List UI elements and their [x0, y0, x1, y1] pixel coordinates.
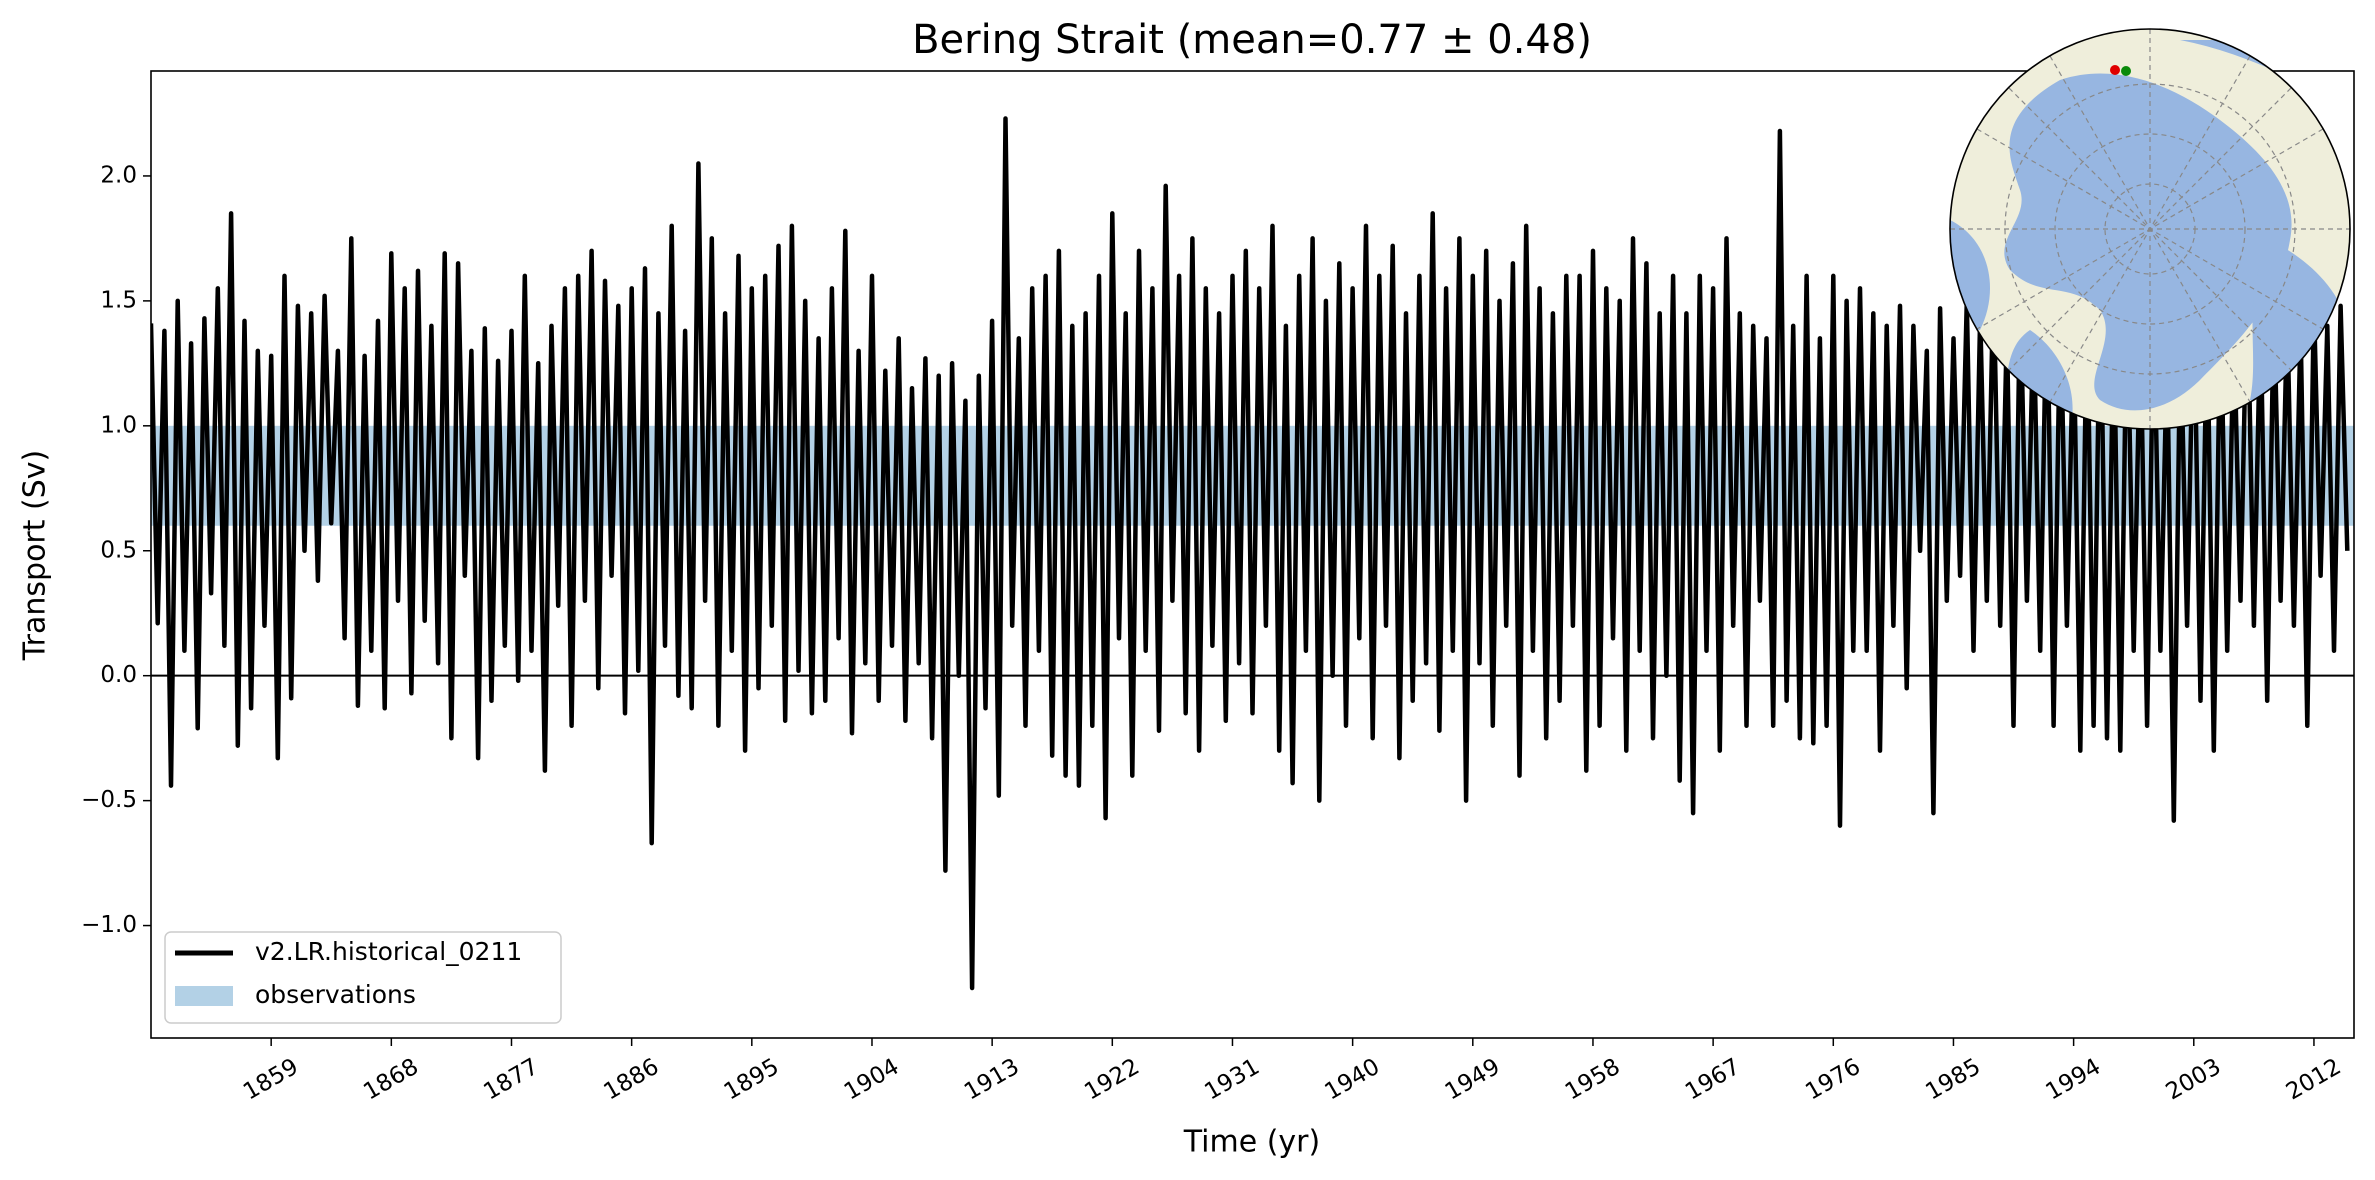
legend-patch — [175, 986, 233, 1006]
y-tick-label: 2.0 — [100, 162, 137, 188]
x-axis-label: Time (yr) — [1183, 1125, 1320, 1160]
legend: v2.LR.historical_0211 observations — [164, 931, 562, 1024]
chart-title: Bering Strait (mean=0.77 ± 0.48) — [912, 17, 1592, 63]
map-marker — [2121, 66, 2131, 76]
x-tick-label: 1931 — [1200, 1054, 1264, 1106]
x-tick-label: 1913 — [960, 1054, 1024, 1106]
map-marker — [2110, 65, 2120, 75]
y-tick-label: −0.5 — [81, 787, 137, 813]
x-tick-label: 1949 — [1441, 1054, 1505, 1106]
x-tick-label: 2012 — [2282, 1054, 2346, 1106]
plot-area — [151, 116, 2354, 991]
y-tick-label: 0.5 — [100, 537, 137, 563]
inset-map — [1949, 28, 2351, 430]
x-tick-label: 2003 — [2162, 1054, 2226, 1106]
x-tick-label: 1904 — [840, 1054, 904, 1106]
x-tick-label: 1868 — [359, 1054, 423, 1106]
legend-label: observations — [255, 980, 416, 1009]
x-tick-label: 1877 — [479, 1054, 543, 1106]
y-tick-label: 0.0 — [100, 662, 137, 688]
x-tick-label: 1985 — [1921, 1054, 1985, 1106]
x-tick-label: 1958 — [1561, 1054, 1625, 1106]
x-tick-label: 1922 — [1080, 1054, 1144, 1106]
x-tick-label: 1895 — [720, 1054, 784, 1106]
x-tick-label: 1976 — [1801, 1054, 1865, 1106]
legend-box — [164, 931, 562, 1024]
legend-label: v2.LR.historical_0211 — [255, 937, 522, 966]
axes-frame — [150, 70, 2355, 1039]
map-outline — [1949, 28, 2351, 430]
data-line — [151, 116, 2350, 991]
x-tick-label: 1886 — [600, 1054, 664, 1106]
y-tick-label: 1.0 — [100, 412, 137, 438]
y-axis-label: Transport (Sv) — [18, 450, 53, 662]
x-tick-label: 1967 — [1681, 1054, 1745, 1106]
x-tick-label: 1859 — [239, 1054, 303, 1106]
y-tick-label: −1.0 — [81, 912, 137, 938]
x-tick-label: 1994 — [2042, 1054, 2106, 1106]
x-tick-label: 1940 — [1321, 1054, 1385, 1106]
y-tick-label: 1.5 — [100, 287, 137, 313]
